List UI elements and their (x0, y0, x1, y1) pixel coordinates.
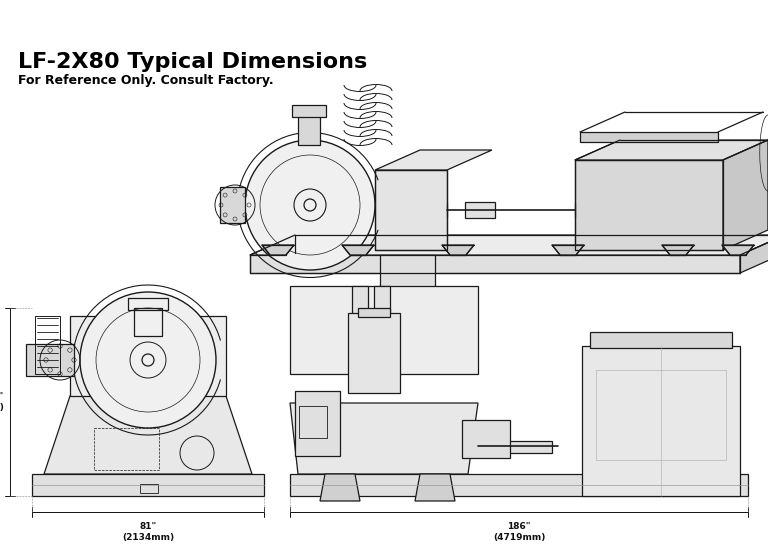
Polygon shape (662, 245, 694, 255)
Polygon shape (250, 235, 768, 255)
Bar (358, 308, 390, 317)
Bar (582, 346, 740, 496)
Polygon shape (342, 245, 374, 255)
Bar (290, 286, 478, 374)
Bar (590, 332, 732, 348)
Bar (94, 428, 159, 470)
Bar (140, 484, 158, 493)
Bar (298, 115, 320, 145)
Polygon shape (723, 140, 768, 250)
Bar (35, 316, 60, 374)
Bar (299, 406, 327, 438)
Bar (295, 391, 340, 456)
Polygon shape (442, 245, 474, 255)
Text: For Reference Only. Consult Factory.: For Reference Only. Consult Factory. (18, 74, 273, 87)
Bar (462, 420, 510, 458)
Polygon shape (375, 150, 492, 170)
Bar (128, 298, 168, 310)
Bar (290, 474, 748, 496)
Polygon shape (415, 474, 455, 501)
Bar (348, 313, 400, 393)
Polygon shape (552, 245, 584, 255)
Polygon shape (320, 474, 360, 501)
Bar (480, 438, 500, 455)
Polygon shape (44, 396, 252, 474)
Polygon shape (722, 245, 754, 255)
Polygon shape (262, 245, 294, 255)
Bar (465, 202, 495, 218)
Polygon shape (250, 255, 740, 273)
Polygon shape (290, 403, 478, 474)
Circle shape (245, 140, 375, 270)
Bar (134, 308, 162, 336)
Bar (292, 105, 326, 117)
Bar (352, 286, 368, 374)
Bar (596, 370, 726, 460)
Circle shape (80, 292, 216, 428)
Bar (26, 344, 74, 376)
Bar (380, 255, 435, 290)
Polygon shape (575, 140, 768, 160)
Text: 186"
(4719mm): 186" (4719mm) (493, 522, 545, 542)
Text: 81"
(2055mm): 81" (2055mm) (0, 392, 4, 412)
Bar (32, 474, 264, 496)
Bar (70, 316, 226, 396)
Bar (580, 132, 718, 142)
Text: LF-2X80 Typical Dimensions: LF-2X80 Typical Dimensions (18, 52, 367, 72)
Polygon shape (575, 160, 723, 250)
Bar (375, 170, 447, 250)
Bar (374, 286, 390, 374)
Bar (500, 441, 552, 453)
Text: 81"
(2134mm): 81" (2134mm) (122, 522, 174, 542)
Polygon shape (220, 187, 245, 223)
Polygon shape (740, 235, 768, 273)
